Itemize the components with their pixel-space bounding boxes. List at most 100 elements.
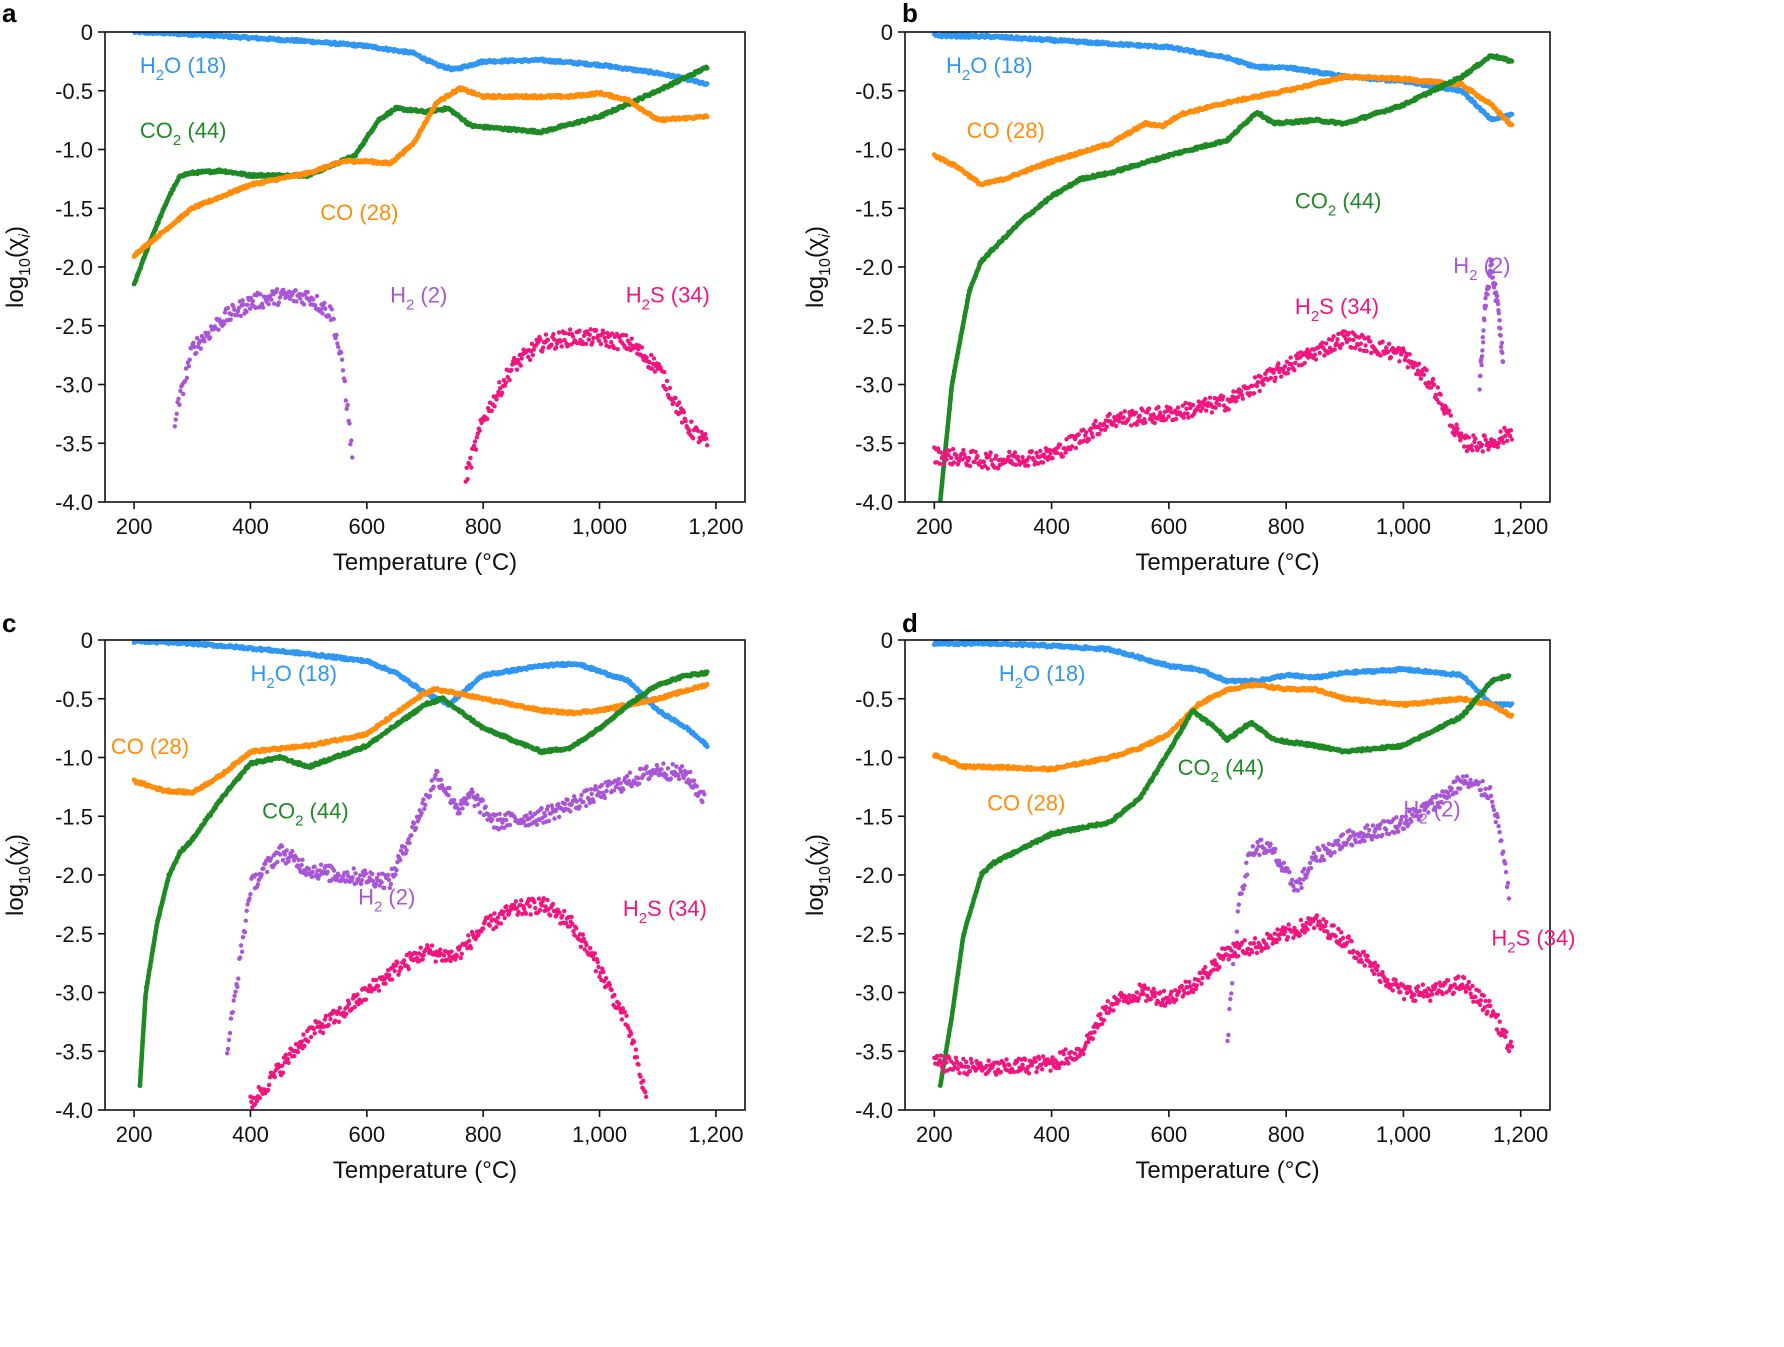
- data-point: [1207, 395, 1213, 400]
- data-point: [1435, 385, 1441, 390]
- data-point: [247, 306, 253, 311]
- data-point: [575, 341, 580, 346]
- data-point: [1107, 411, 1112, 417]
- data-point: [1366, 335, 1371, 340]
- data-point: [1386, 341, 1392, 347]
- series-line: [131, 65, 709, 286]
- data-point: [186, 364, 191, 369]
- data-point: [1480, 335, 1486, 340]
- series-label-co2: CO2 (44): [140, 118, 227, 149]
- data-point: [698, 437, 703, 443]
- data-point: [496, 389, 501, 395]
- data-point: [649, 352, 654, 358]
- data-point: [194, 350, 199, 356]
- data-point: [1289, 361, 1294, 367]
- data-point: [527, 357, 533, 362]
- data-point: [1473, 436, 1478, 441]
- data-point: [266, 301, 271, 307]
- x-tick-label: 200: [116, 514, 153, 539]
- data-point: [938, 450, 944, 455]
- data-point: [1470, 448, 1475, 453]
- data-point: [1086, 437, 1092, 442]
- data-point: [1158, 410, 1163, 415]
- data-point: [206, 330, 211, 336]
- data-point: [581, 333, 587, 338]
- data-point: [1424, 368, 1429, 373]
- data-point: [238, 313, 243, 319]
- series-line: [132, 86, 708, 258]
- data-point: [1050, 456, 1055, 461]
- data-point: [269, 297, 274, 302]
- data-point: [1438, 392, 1443, 397]
- data-point: [1431, 382, 1437, 387]
- data-point: [331, 316, 336, 322]
- data-point: [705, 443, 710, 448]
- data-point: [563, 331, 568, 336]
- data-point: [250, 298, 256, 304]
- data-point: [1254, 383, 1260, 389]
- data-point: [1397, 359, 1402, 364]
- data-point: [1129, 423, 1134, 428]
- data-point: [512, 356, 517, 361]
- data-point: [347, 421, 352, 426]
- y-tick-label: -3.0: [55, 373, 93, 398]
- data-point: [1481, 328, 1486, 333]
- data-point: [1279, 374, 1284, 379]
- data-point: [326, 313, 332, 319]
- data-point: [1239, 392, 1245, 398]
- data-point: [349, 438, 354, 443]
- data-point: [1104, 424, 1110, 429]
- data-point: [1482, 433, 1487, 438]
- data-point: [603, 339, 608, 344]
- data-point: [1240, 396, 1246, 401]
- data-point: [320, 311, 325, 316]
- data-point: [173, 417, 178, 422]
- data-point: [1286, 366, 1291, 372]
- y-tick-label: -1.5: [855, 196, 893, 221]
- plot-area: [931, 32, 1515, 502]
- data-point: [1324, 341, 1329, 346]
- data-point: [182, 379, 188, 384]
- data-point: [989, 458, 994, 463]
- data-point: [1156, 404, 1161, 410]
- data-point: [611, 345, 617, 351]
- data-point: [1261, 382, 1266, 387]
- data-point: [1060, 454, 1066, 459]
- data-point: [1273, 375, 1278, 380]
- data-point: [335, 341, 340, 346]
- data-point: [1054, 450, 1060, 456]
- y-tick-label: -3.5: [855, 431, 893, 456]
- data-point: [1509, 437, 1515, 442]
- data-point: [274, 287, 280, 292]
- y-tick-label: -2.0: [855, 255, 893, 280]
- data-point: [552, 337, 557, 342]
- x-axis-label: Temperature (°C): [1135, 549, 1319, 576]
- data-point: [594, 328, 599, 333]
- series-label-h2s: H2S (34): [626, 282, 710, 313]
- data-point: [207, 335, 213, 340]
- data-point: [975, 453, 980, 459]
- data-point: [1500, 359, 1506, 364]
- data-point: [1455, 426, 1460, 431]
- data-point: [973, 449, 978, 455]
- x-tick-label: 800: [465, 514, 502, 539]
- data-point: [554, 345, 559, 350]
- data-point: [540, 349, 545, 354]
- y-tick-label: -2.0: [55, 255, 93, 280]
- data-point: [941, 461, 946, 467]
- data-point: [1497, 318, 1502, 323]
- data-point: [704, 436, 709, 441]
- data-point: [1099, 427, 1104, 432]
- plot-area: [131, 32, 710, 484]
- data-point: [944, 457, 949, 462]
- data-point: [1332, 347, 1337, 352]
- data-point: [1293, 360, 1298, 366]
- data-point: [540, 345, 546, 350]
- data-point: [1498, 344, 1504, 349]
- series-co: [131, 85, 710, 259]
- data-point: [1446, 408, 1452, 413]
- data-point: [1500, 350, 1505, 355]
- data-point: [216, 327, 221, 332]
